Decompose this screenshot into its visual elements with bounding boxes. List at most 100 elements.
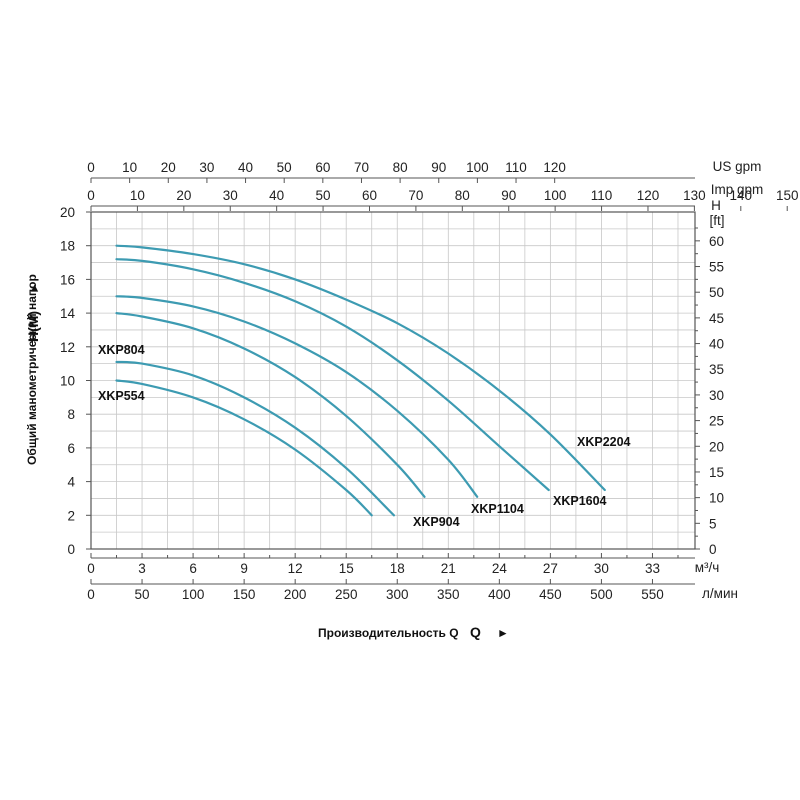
grid-layer [90,211,696,550]
y-tick-label-ft: 20 [709,439,724,454]
x-tick-label-m3h: 30 [594,561,609,576]
x-tick-label-impgpm: 20 [176,188,191,203]
x-tick-label-impgpm: 130 [683,188,706,203]
y-tick-label-m: 10 [60,374,75,389]
y-tick-label-m: 12 [60,340,75,355]
y-axis-unit: H(M) [25,311,41,342]
series-label-xkp804: XKP804 [98,343,145,357]
x-unit-impgpm: Imp gpm [711,182,764,197]
x-tick-label-m3h: 33 [645,561,660,576]
x-tick-label-m3h: 12 [288,561,303,576]
x-tick-label-usgpm: 30 [199,160,214,175]
x-tick-label-impgpm: 60 [362,188,377,203]
x-tick-label-impgpm: 40 [269,188,284,203]
x-tick-label-lmin: 550 [641,587,664,602]
y-tick-label-m: 6 [67,441,75,456]
y-tick-label-ft: 30 [709,388,724,403]
x-tick-label-impgpm: 90 [501,188,516,203]
x-tick-label-impgpm: 100 [544,188,567,203]
x-tick-label-lmin: 500 [590,587,613,602]
curve-xkp1604 [115,258,550,492]
x-unit-usgpm: US gpm [713,159,762,174]
x-tick-label-impgpm: 80 [455,188,470,203]
y-tick-label-m: 8 [67,407,75,422]
curve-xkp1104 [115,295,479,498]
series-label-xkp1104: XKP1104 [471,502,524,516]
curve-xkp904 [115,312,426,498]
x-tick-label-lmin: 250 [335,587,358,602]
x-tick-label-impgpm: 70 [408,188,423,203]
x-tick-label-usgpm: 120 [543,160,566,175]
x-tick-label-impgpm: 50 [316,188,331,203]
x-tick-label-usgpm: 10 [122,160,137,175]
x-tick-label-usgpm: 110 [505,160,527,175]
x-tick-label-impgpm: 150 [776,188,799,203]
x-axis-arrow: ► [497,626,509,640]
x-tick-label-usgpm: 50 [277,160,292,175]
y-axis-arrow: ► [27,282,41,294]
x-tick-label-lmin: 300 [386,587,409,602]
ticks-layer: 0 3 6 9 12 15 18 21 24 27 30 33 м³/ч0 50 100 150 200 250 3… [60,159,799,602]
y-tick-label-m: 14 [60,306,76,321]
series-label-xkp1604: XKP1604 [553,494,607,508]
curve-xkp554 [115,379,373,517]
x-tick-label-impgpm: 10 [130,188,145,203]
x-tick-label-m3h: 18 [390,561,405,576]
series-label-xkp554: XKP554 [98,389,145,403]
curve-xkp2204 [115,244,606,492]
x-tick-label-lmin: 200 [284,587,307,602]
x-tick-label-usgpm: 20 [161,160,176,175]
y-unit-ft-bottom: [ft] [709,213,724,228]
x-tick-label-usgpm: 90 [431,160,446,175]
x-tick-label-impgpm: 0 [87,188,95,203]
x-tick-label-m3h: 24 [492,561,508,576]
x-tick-label-usgpm: 60 [315,160,330,175]
x-tick-label-m3h: 27 [543,561,558,576]
x-tick-label-lmin: 350 [437,587,460,602]
y-tick-label-ft: 50 [709,285,724,300]
y-axis-title: Общий манометрический напор [25,274,39,465]
x-tick-label-m3h: 0 [87,561,95,576]
x-tick-label-impgpm: 110 [591,188,613,203]
curves-layer [115,244,606,517]
x-unit-m3h: м³/ч [695,560,720,575]
y-tick-label-m: 18 [60,239,75,254]
x-tick-label-usgpm: 0 [87,160,95,175]
x-tick-label-m3h: 21 [441,561,456,576]
y-unit-ft-top: H [711,198,721,213]
y-tick-label-ft: 25 [709,414,724,429]
x-tick-label-lmin: 400 [488,587,511,602]
x-unit-lmin: л/мин [702,586,738,601]
x-tick-label-usgpm: 80 [393,160,408,175]
x-tick-label-m3h: 3 [138,561,146,576]
y-tick-label-m: 0 [67,542,75,557]
x-axis-q-symbol: Q [470,624,481,640]
x-axis-title: Производительность Q [318,626,459,640]
y-tick-label-ft: 55 [709,260,724,275]
x-tick-label-lmin: 0 [87,587,95,602]
x-tick-label-usgpm: 100 [466,160,489,175]
y-tick-label-ft: 40 [709,337,724,352]
x-tick-label-usgpm: 40 [238,160,253,175]
y-tick-label-ft: 35 [709,362,724,377]
y-tick-label-ft: 0 [709,542,717,557]
y-tick-label-ft: 5 [709,516,717,531]
x-tick-label-m3h: 9 [240,561,248,576]
y-tick-label-m: 2 [67,508,75,523]
y-tick-label-ft: 45 [709,311,724,326]
x-tick-label-m3h: 6 [189,561,197,576]
x-tick-label-impgpm: 30 [223,188,238,203]
x-tick-label-lmin: 150 [233,587,256,602]
x-tick-label-lmin: 50 [135,587,150,602]
x-tick-label-impgpm: 120 [637,188,660,203]
y-tick-label-ft: 15 [709,465,724,480]
x-tick-label-m3h: 15 [339,561,354,576]
x-tick-label-lmin: 100 [182,587,205,602]
series-label-xkp2204: XKP2204 [577,435,631,449]
series-label-xkp904: XKP904 [413,515,460,529]
x-tick-label-usgpm: 70 [354,160,369,175]
y-tick-label-m: 20 [60,205,75,220]
y-tick-label-m: 4 [67,475,75,490]
x-tick-label-lmin: 450 [539,587,562,602]
